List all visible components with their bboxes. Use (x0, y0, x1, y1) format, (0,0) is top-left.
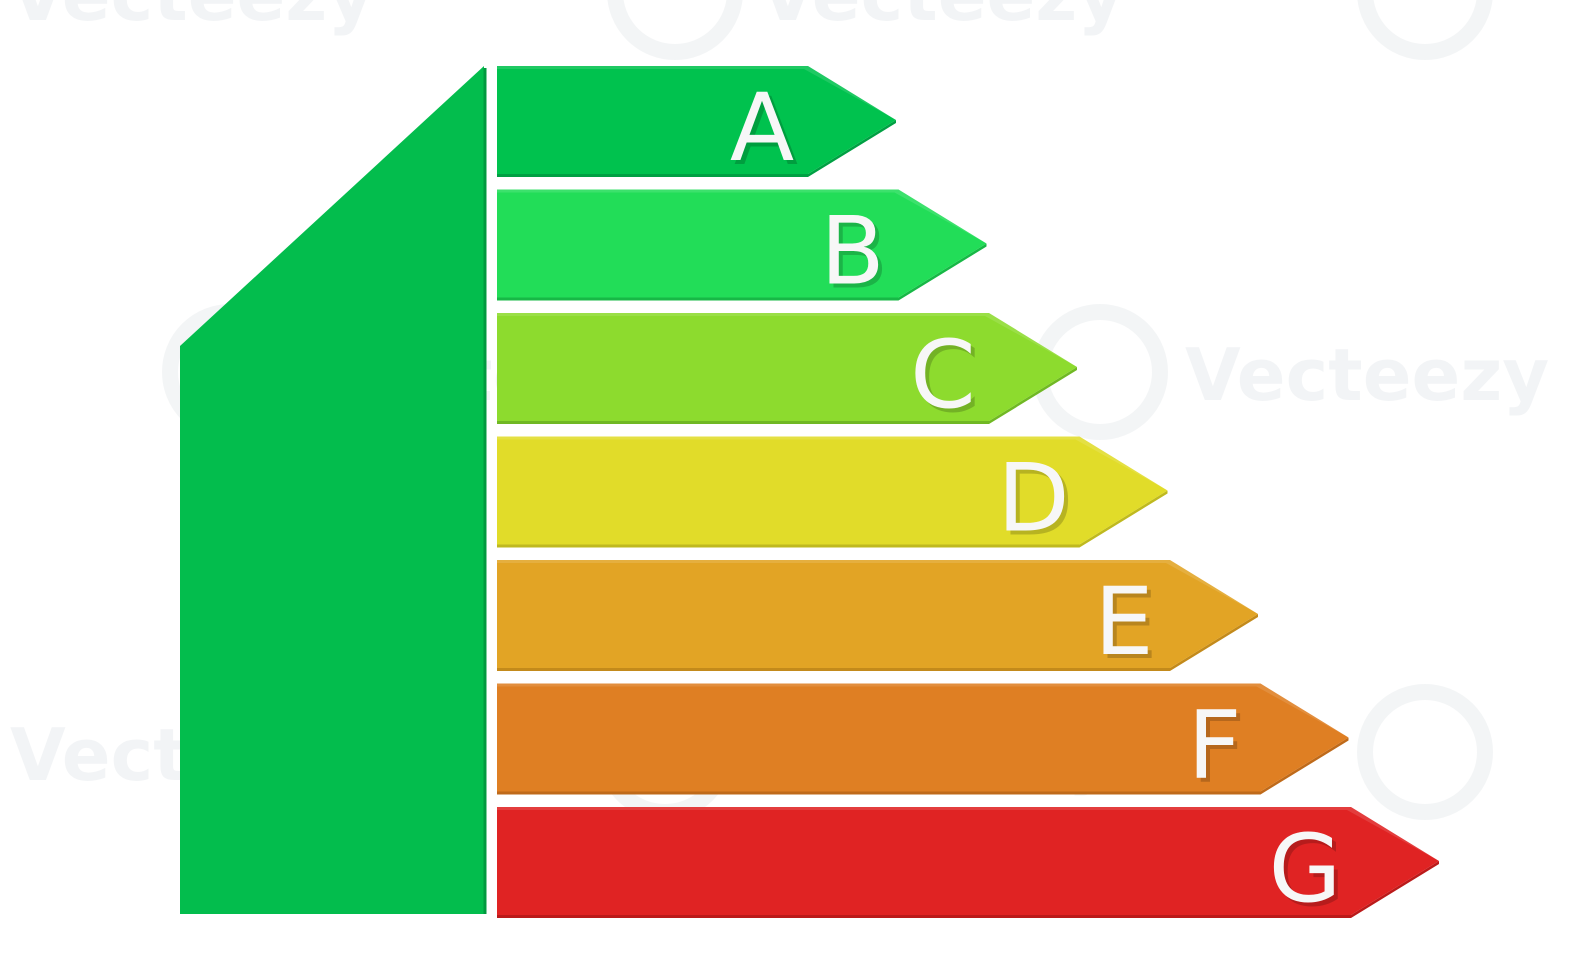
energy-band-a: AA (497, 66, 896, 187)
watermark-text: Vecteezy (10, 0, 374, 37)
band-highlight (497, 683, 1349, 738)
watermark-text: Vecteezy (760, 0, 1124, 37)
energy-band-c: CC (497, 313, 1077, 434)
watermark: Vecteezy (1032, 304, 1549, 440)
band-letter-shadow: A (734, 78, 798, 187)
band-arrow (497, 189, 987, 298)
watermark: Vecteezy (10, 0, 374, 37)
watermark (1357, 684, 1493, 820)
watermark-logo-icon (1357, 0, 1493, 60)
band-letter-shadow: B (824, 202, 889, 311)
watermark: Vecteezy (607, 0, 1124, 60)
band-letter: C (910, 321, 976, 430)
band-letter: G (1269, 815, 1342, 924)
energy-band-e: EE (497, 560, 1258, 681)
band-letter: F (1187, 692, 1241, 801)
band-letter-shadow: F (1191, 696, 1245, 805)
watermark-text: Vecteezy (1185, 333, 1549, 417)
band-letter: D (997, 445, 1069, 554)
band-letter: A (730, 74, 794, 183)
energy-band-d: DD (497, 436, 1168, 558)
band-arrow (497, 436, 1168, 545)
band-letter-shadow: E (1098, 572, 1157, 681)
band-arrow (497, 313, 1077, 421)
energy-band-g: GG (497, 807, 1439, 928)
band-arrow (497, 683, 1349, 792)
band-arrow (497, 560, 1258, 668)
energy-band-b: BB (497, 189, 987, 311)
band-letter: B (820, 198, 885, 307)
watermark-logo-icon (607, 0, 743, 60)
band-letter: E (1094, 568, 1153, 677)
watermark (1357, 0, 1493, 60)
band-letter-shadow: G (1273, 819, 1346, 928)
band-letter-shadow: C (914, 325, 980, 434)
house-shape (180, 66, 484, 914)
band-letter-shadow: D (1001, 449, 1073, 558)
house-silhouette (180, 66, 487, 914)
band-arrow (497, 807, 1439, 915)
energy-band-f: FF (497, 683, 1349, 805)
band-arrow (497, 66, 896, 174)
watermark-logo-icon (1357, 684, 1493, 820)
